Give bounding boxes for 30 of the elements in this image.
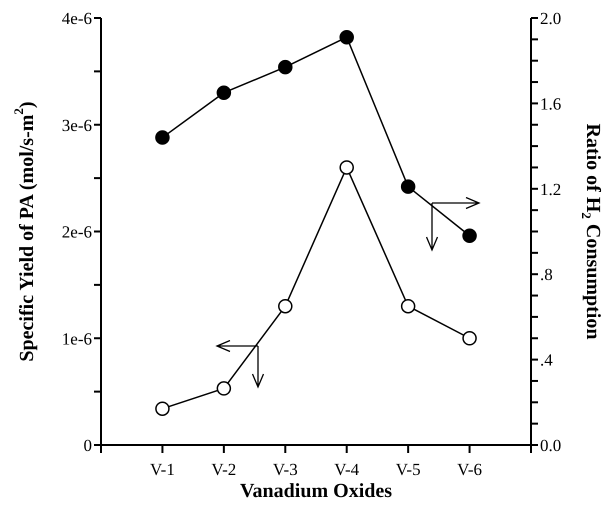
x-axis-title: Vanadium Oxides bbox=[240, 480, 392, 502]
x-tick-label: V-2 bbox=[211, 460, 236, 480]
y-tick-label: 4e-6 bbox=[62, 9, 92, 28]
y2-tick-label: 1.2 bbox=[540, 180, 562, 199]
x-tick-label: V-6 bbox=[457, 460, 482, 480]
point bbox=[155, 130, 170, 145]
y2-tick-label: 2.0 bbox=[540, 9, 562, 28]
point bbox=[462, 228, 477, 244]
point bbox=[339, 160, 354, 175]
y-tick-label: 2e-6 bbox=[62, 222, 92, 242]
y2-tick-label: 1.6 bbox=[540, 94, 562, 114]
point bbox=[339, 30, 354, 44]
point bbox=[155, 401, 170, 416]
point bbox=[278, 60, 293, 74]
y2-tick-label: 0.0 bbox=[540, 436, 562, 456]
point bbox=[400, 179, 416, 194]
y-tick-label: 1e-6 bbox=[62, 329, 92, 348]
y2-tick-label: .4 bbox=[540, 350, 554, 370]
y2-tick-label: .8 bbox=[540, 265, 553, 284]
point bbox=[400, 298, 416, 314]
x-tick-label: V-4 bbox=[334, 460, 360, 480]
point bbox=[216, 85, 232, 100]
x-tick-label: V-5 bbox=[396, 460, 421, 480]
y-tick-label: 0 bbox=[84, 436, 92, 456]
y-tick-label: 3e-6 bbox=[62, 116, 92, 135]
point bbox=[462, 331, 477, 346]
point bbox=[216, 381, 232, 396]
x-tick-label: V-3 bbox=[272, 460, 298, 480]
point bbox=[278, 298, 293, 314]
x-tick-label: V-1 bbox=[150, 460, 175, 480]
